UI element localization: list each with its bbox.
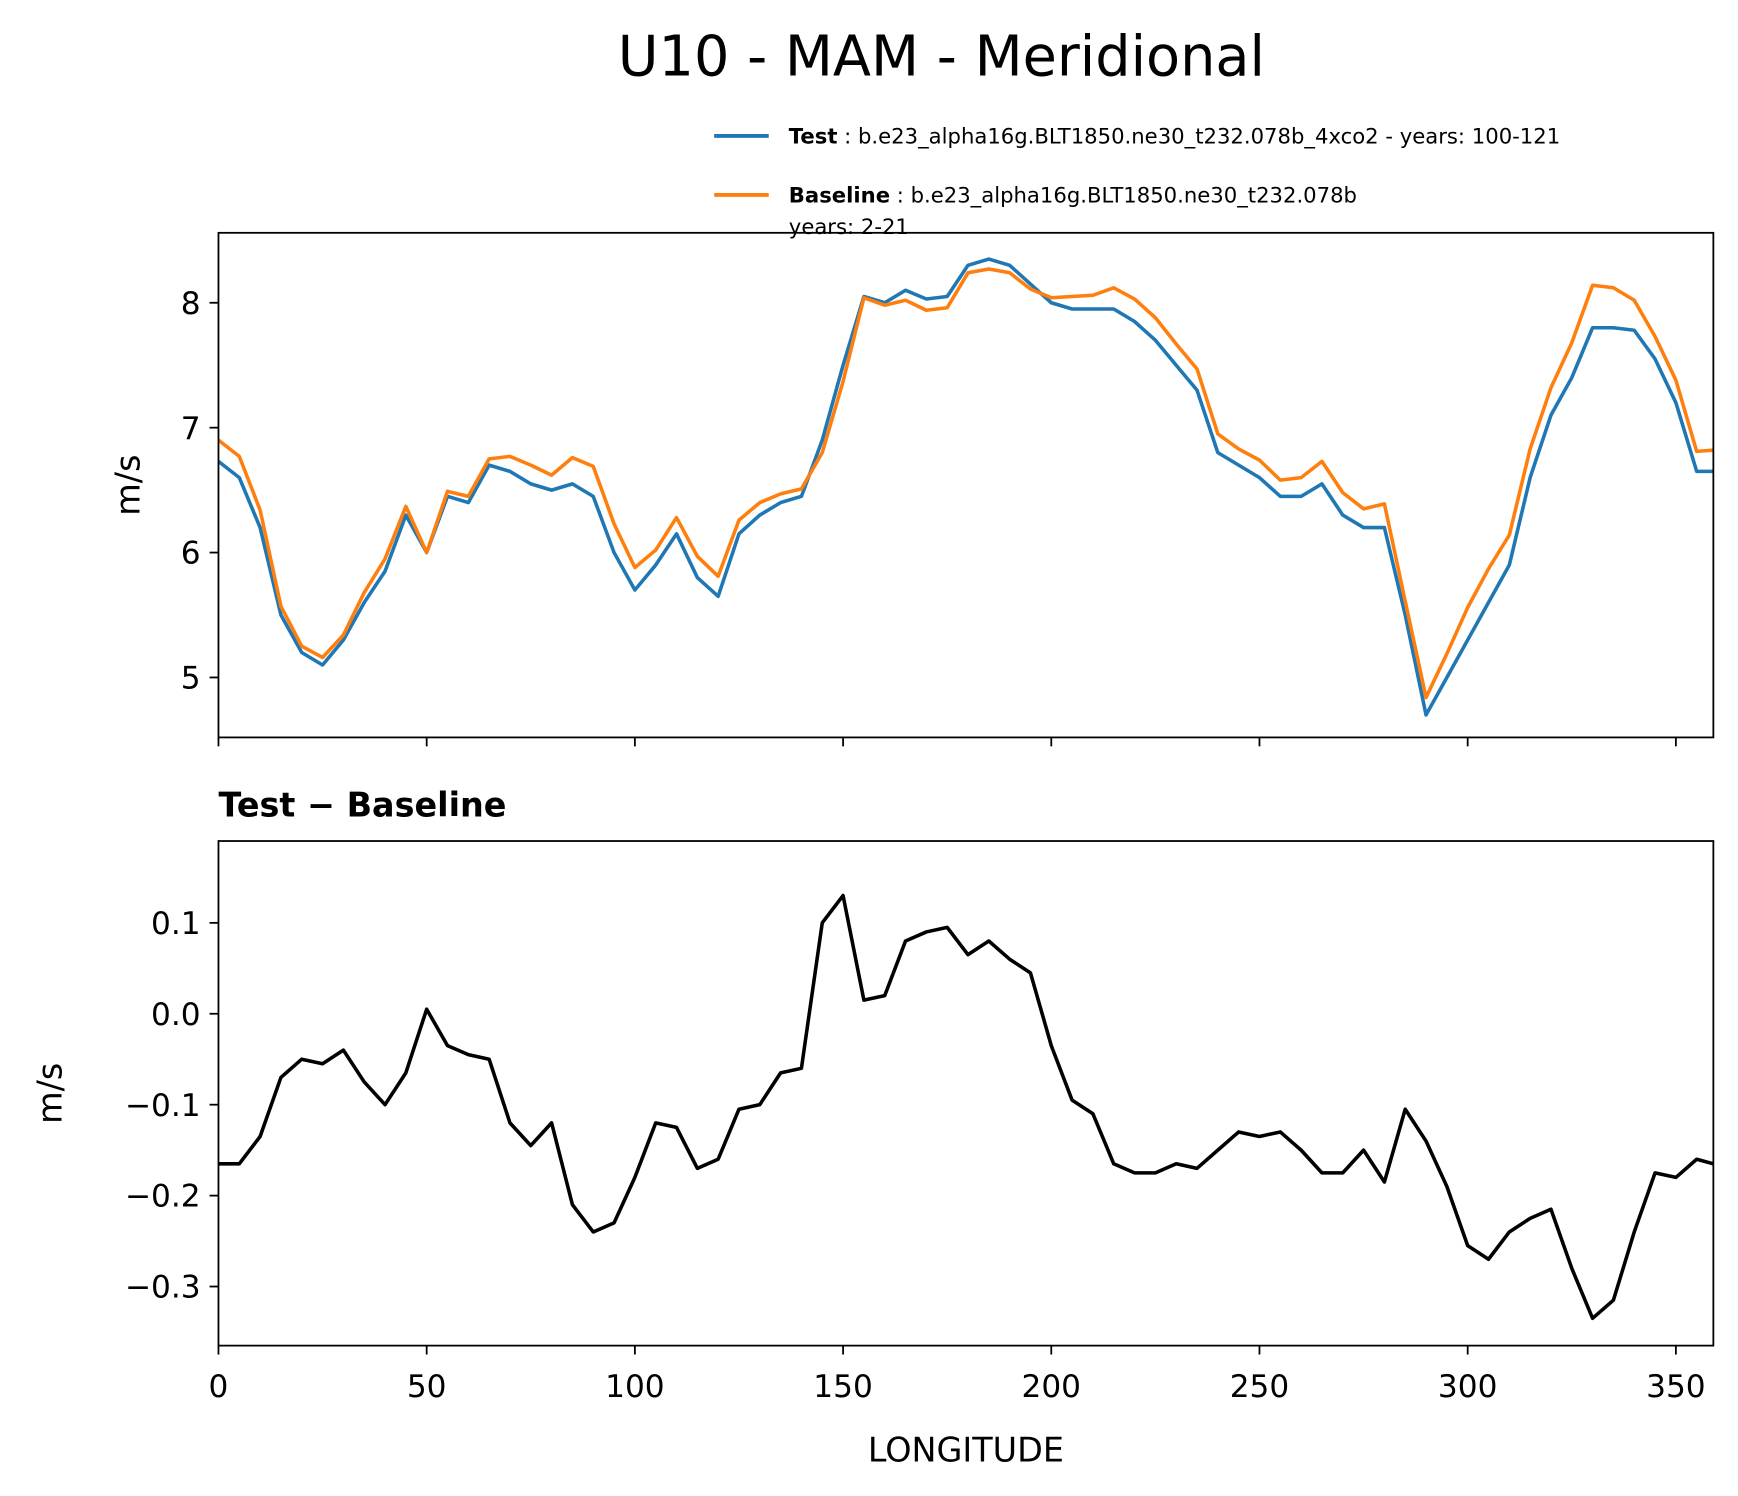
x-tick-label: 50	[407, 1369, 447, 1405]
series-line	[218, 257, 1714, 717]
x-tick-label: 200	[1022, 1369, 1082, 1405]
plot-frame	[217, 840, 1715, 1347]
y-tick-label: −0.1	[125, 1088, 201, 1124]
y-tick-label: 5	[181, 661, 201, 697]
x-axis-label: LONGITUDE	[868, 1430, 1064, 1469]
legend-description: years: 2-21	[789, 214, 909, 239]
y-tick-label: −0.3	[125, 1270, 201, 1306]
legend-label: Baseline : b.e23_alpha16g.BLT1850.ne30_t2…	[789, 183, 1357, 208]
series-line	[218, 267, 1714, 700]
legend-description: : b.e23_alpha16g.BLT1850.ne30_t232.078b	[897, 183, 1357, 208]
y-tick-label: 0.1	[151, 906, 201, 942]
legend-name: Test	[789, 124, 838, 149]
y-tick-label: 6	[181, 536, 201, 572]
y-tick-label: −0.2	[125, 1179, 201, 1215]
figure-title: U10 - MAM - Meridional	[618, 25, 1265, 90]
subplot-title: Test − Baseline	[218, 786, 506, 825]
y-tick-label: 0.0	[151, 997, 201, 1033]
y-tick-label: 8	[181, 286, 201, 322]
plot-area	[218, 893, 1714, 1321]
plot-area	[218, 257, 1714, 717]
x-tick-label: 150	[813, 1369, 873, 1405]
legend-description: : b.e23_alpha16g.BLT1850.ne30_t232.078b_…	[844, 124, 1560, 149]
y-axis-label: m/s	[30, 1063, 69, 1124]
legend-name: Baseline	[789, 183, 890, 208]
series-line	[218, 893, 1714, 1321]
plot-frame	[217, 231, 1715, 739]
y-tick-label: 7	[181, 411, 201, 447]
x-tick-label: 100	[605, 1369, 665, 1405]
legend-label: Test: b.e23_alpha16g.BLT1850.ne30_t232.0…	[789, 124, 1560, 149]
x-tick-label: 250	[1230, 1369, 1290, 1405]
x-tick-label: 0	[209, 1369, 229, 1405]
x-tick-label: 350	[1646, 1369, 1706, 1405]
y-axis-label: m/s	[108, 455, 147, 516]
x-tick-label: 300	[1438, 1369, 1498, 1405]
